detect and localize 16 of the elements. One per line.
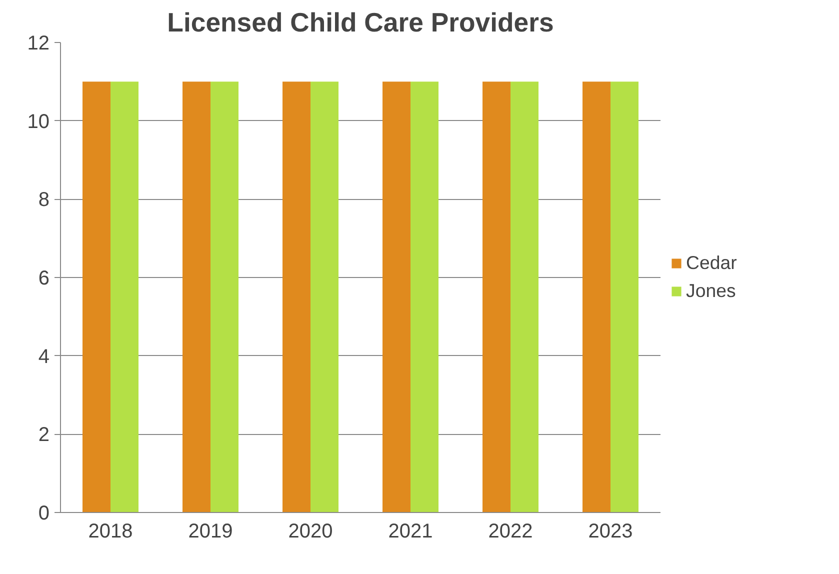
x-tick-label: 2019 xyxy=(188,520,233,542)
y-tick-label: 6 xyxy=(38,268,50,290)
chart-title: Licensed Child Care Providers xyxy=(167,8,554,38)
y-tick-label: 10 xyxy=(27,110,50,133)
x-tick-label: 2023 xyxy=(588,520,633,542)
y-tick-label: 8 xyxy=(38,189,50,212)
legend-label: Jones xyxy=(686,280,736,302)
y-tick-label: 2 xyxy=(38,424,50,446)
x-tick-label: 2021 xyxy=(388,520,433,542)
y-tick-label: 4 xyxy=(38,346,50,368)
x-tick-label: 2022 xyxy=(488,520,533,542)
x-tick-label: 2020 xyxy=(288,520,333,542)
y-tick-label: 12 xyxy=(27,32,50,54)
x-tick-label: 2018 xyxy=(88,520,133,542)
y-tick-label: 0 xyxy=(38,502,50,524)
legend-label: Cedar xyxy=(686,252,737,274)
